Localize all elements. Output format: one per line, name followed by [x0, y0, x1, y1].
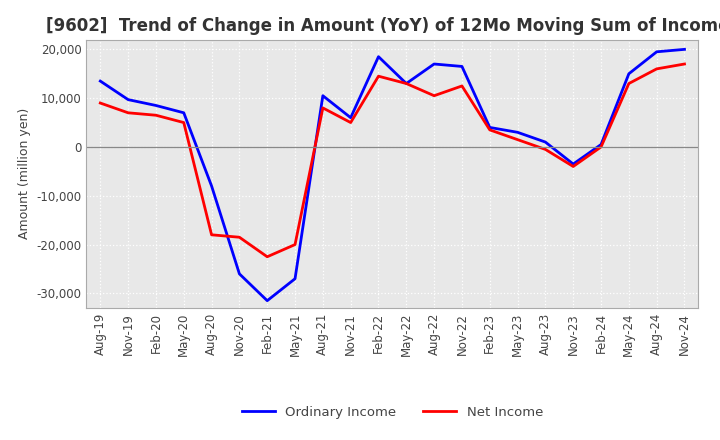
Line: Ordinary Income: Ordinary Income — [100, 49, 685, 301]
Net Income — [430, 93, 438, 99]
Ordinary Income — [569, 161, 577, 167]
Net Income — [263, 254, 271, 260]
Net Income — [485, 127, 494, 132]
Net Income — [124, 110, 132, 115]
Net Income — [458, 83, 467, 88]
Ordinary Income — [652, 49, 661, 55]
Ordinary Income — [597, 142, 606, 147]
Net Income — [374, 73, 383, 79]
Net Income — [152, 113, 161, 118]
Ordinary Income — [235, 271, 243, 276]
Ordinary Income — [179, 110, 188, 115]
Ordinary Income — [513, 130, 522, 135]
Net Income — [680, 61, 689, 66]
Net Income — [207, 232, 216, 238]
Net Income — [402, 81, 410, 86]
Net Income — [624, 81, 633, 86]
Y-axis label: Amount (million yen): Amount (million yen) — [18, 108, 31, 239]
Net Income — [513, 137, 522, 142]
Net Income — [235, 235, 243, 240]
Net Income — [652, 66, 661, 72]
Line: Net Income: Net Income — [100, 64, 685, 257]
Ordinary Income — [152, 103, 161, 108]
Ordinary Income — [485, 125, 494, 130]
Net Income — [569, 164, 577, 169]
Net Income — [541, 147, 550, 152]
Net Income — [318, 105, 327, 110]
Net Income — [96, 100, 104, 106]
Ordinary Income — [124, 97, 132, 102]
Ordinary Income — [374, 54, 383, 59]
Ordinary Income — [318, 93, 327, 99]
Ordinary Income — [680, 47, 689, 52]
Net Income — [291, 242, 300, 247]
Ordinary Income — [346, 115, 355, 120]
Net Income — [346, 120, 355, 125]
Ordinary Income — [263, 298, 271, 303]
Ordinary Income — [402, 81, 410, 86]
Ordinary Income — [291, 276, 300, 281]
Ordinary Income — [430, 61, 438, 66]
Net Income — [179, 120, 188, 125]
Ordinary Income — [96, 78, 104, 84]
Ordinary Income — [458, 64, 467, 69]
Ordinary Income — [541, 139, 550, 145]
Legend: Ordinary Income, Net Income: Ordinary Income, Net Income — [237, 400, 548, 424]
Ordinary Income — [624, 71, 633, 77]
Title: [9602]  Trend of Change in Amount (YoY) of 12Mo Moving Sum of Incomes: [9602] Trend of Change in Amount (YoY) o… — [45, 17, 720, 35]
Ordinary Income — [207, 183, 216, 189]
Net Income — [597, 144, 606, 150]
